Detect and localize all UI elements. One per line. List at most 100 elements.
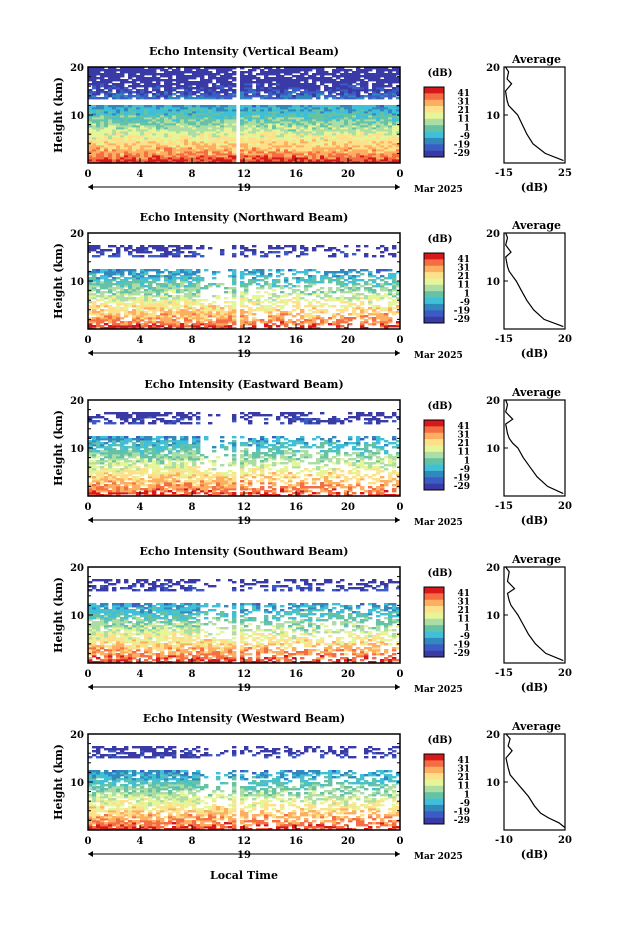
heatmap-cell — [132, 255, 137, 258]
heatmap-cell — [224, 305, 229, 308]
heatmap-cell — [172, 107, 177, 110]
heatmap-cell — [312, 155, 317, 158]
heatmap-cell — [260, 85, 265, 88]
heatmap-cell — [120, 327, 125, 330]
heatmap-cell — [376, 313, 381, 316]
heatmap-cell — [244, 107, 249, 110]
heatmap-cell — [320, 281, 325, 284]
heatmap-cell — [168, 137, 173, 140]
heatmap-cell — [276, 121, 281, 124]
heatmap-cell — [340, 325, 345, 328]
heatmap-cell — [324, 97, 329, 100]
heatmap-cell — [340, 95, 345, 98]
heatmap-cell — [304, 117, 309, 120]
heatmap-cell — [352, 295, 357, 298]
heatmap-cell — [304, 299, 309, 302]
heatmap-cell — [292, 273, 297, 276]
heatmap-cell — [352, 93, 357, 96]
heatmap-cell — [168, 275, 173, 278]
heatmap-cell — [280, 145, 285, 148]
heatmap-cell — [88, 91, 93, 94]
heatmap-cell — [332, 299, 337, 302]
heatmap-cell — [172, 273, 177, 276]
heatmap-cell — [332, 107, 337, 110]
heatmap-cell — [220, 89, 225, 92]
heatmap-cell — [324, 121, 329, 124]
heatmap-cell — [368, 121, 373, 124]
heatmap-cell — [184, 277, 189, 280]
heatmap-cell — [132, 81, 137, 84]
heatmap-cell — [248, 113, 253, 116]
heatmap-cell — [112, 279, 117, 282]
heatmap-cell — [200, 133, 205, 136]
heatmap-cell — [196, 147, 201, 150]
heatmap-cell — [276, 71, 281, 74]
heatmap-cell — [384, 117, 389, 120]
heatmap-cell — [312, 119, 317, 122]
heatmap-cell — [248, 311, 253, 314]
heatmap-cell — [232, 297, 237, 300]
heatmap-cell — [352, 159, 357, 162]
heatmap-cell — [276, 125, 281, 128]
heatmap-cell — [360, 85, 365, 88]
heatmap-cell — [188, 275, 193, 278]
heatmap-cell — [200, 143, 205, 146]
y-tick-label: 20 — [70, 229, 84, 240]
heatmap-cell — [352, 269, 357, 272]
heatmap-cell — [116, 75, 121, 78]
heatmap-cell — [128, 89, 133, 92]
heatmap-cell — [156, 249, 161, 252]
heatmap-cell — [300, 277, 305, 280]
heatmap-cell — [260, 255, 265, 258]
heatmap-cell — [144, 247, 149, 250]
heatmap-cell — [132, 67, 137, 70]
heatmap-cell — [336, 153, 341, 156]
heatmap-cell — [96, 141, 101, 144]
heatmap-cell — [324, 295, 329, 298]
heatmap-cell — [108, 309, 113, 312]
heatmap-cell — [356, 107, 361, 110]
heatmap-cell — [216, 141, 221, 144]
heatmap-cell — [124, 327, 129, 330]
heatmap-cell — [276, 81, 281, 84]
heatmap-cell — [380, 321, 385, 324]
heatmap-cell — [144, 77, 149, 80]
heatmap-cell — [280, 121, 285, 124]
heatmap-cell — [296, 285, 301, 288]
heatmap-cell — [104, 125, 109, 128]
heatmap-cell — [280, 323, 285, 326]
heatmap-cell — [136, 107, 141, 110]
heatmap-cell — [292, 247, 297, 250]
heatmap-cell — [284, 251, 289, 254]
heatmap-cell — [196, 275, 201, 278]
heatmap-cell — [108, 115, 113, 118]
heatmap-cell — [172, 249, 177, 252]
heatmap-cell — [164, 297, 169, 300]
heatmap-cell — [328, 157, 333, 160]
heatmap-cell — [312, 83, 317, 86]
heatmap-cell — [96, 143, 101, 146]
heatmap-cell — [144, 109, 149, 112]
heatmap-cell — [140, 125, 145, 128]
heatmap-cell — [148, 71, 153, 74]
heatmap-cell — [88, 271, 93, 274]
heatmap-cell — [280, 115, 285, 118]
heatmap-cell — [172, 277, 177, 280]
heatmap-cell — [128, 303, 133, 306]
heatmap-cell — [316, 69, 321, 72]
heatmap-cell — [200, 317, 205, 320]
heatmap-cell — [132, 143, 137, 146]
heatmap-cell — [176, 83, 181, 86]
heatmap-cell — [204, 131, 209, 134]
heatmap-cell — [392, 313, 397, 316]
heatmap-cell — [164, 147, 169, 150]
heatmap-cell — [152, 123, 157, 126]
heatmap-cell — [100, 253, 105, 256]
heatmap-cell — [168, 115, 173, 118]
heatmap-cell — [336, 151, 341, 154]
heatmap-cell — [340, 285, 345, 288]
heatmap-cell — [132, 309, 137, 312]
heatmap-cell — [328, 271, 333, 274]
heatmap-cell — [252, 91, 257, 94]
heatmap-cell — [304, 109, 309, 112]
